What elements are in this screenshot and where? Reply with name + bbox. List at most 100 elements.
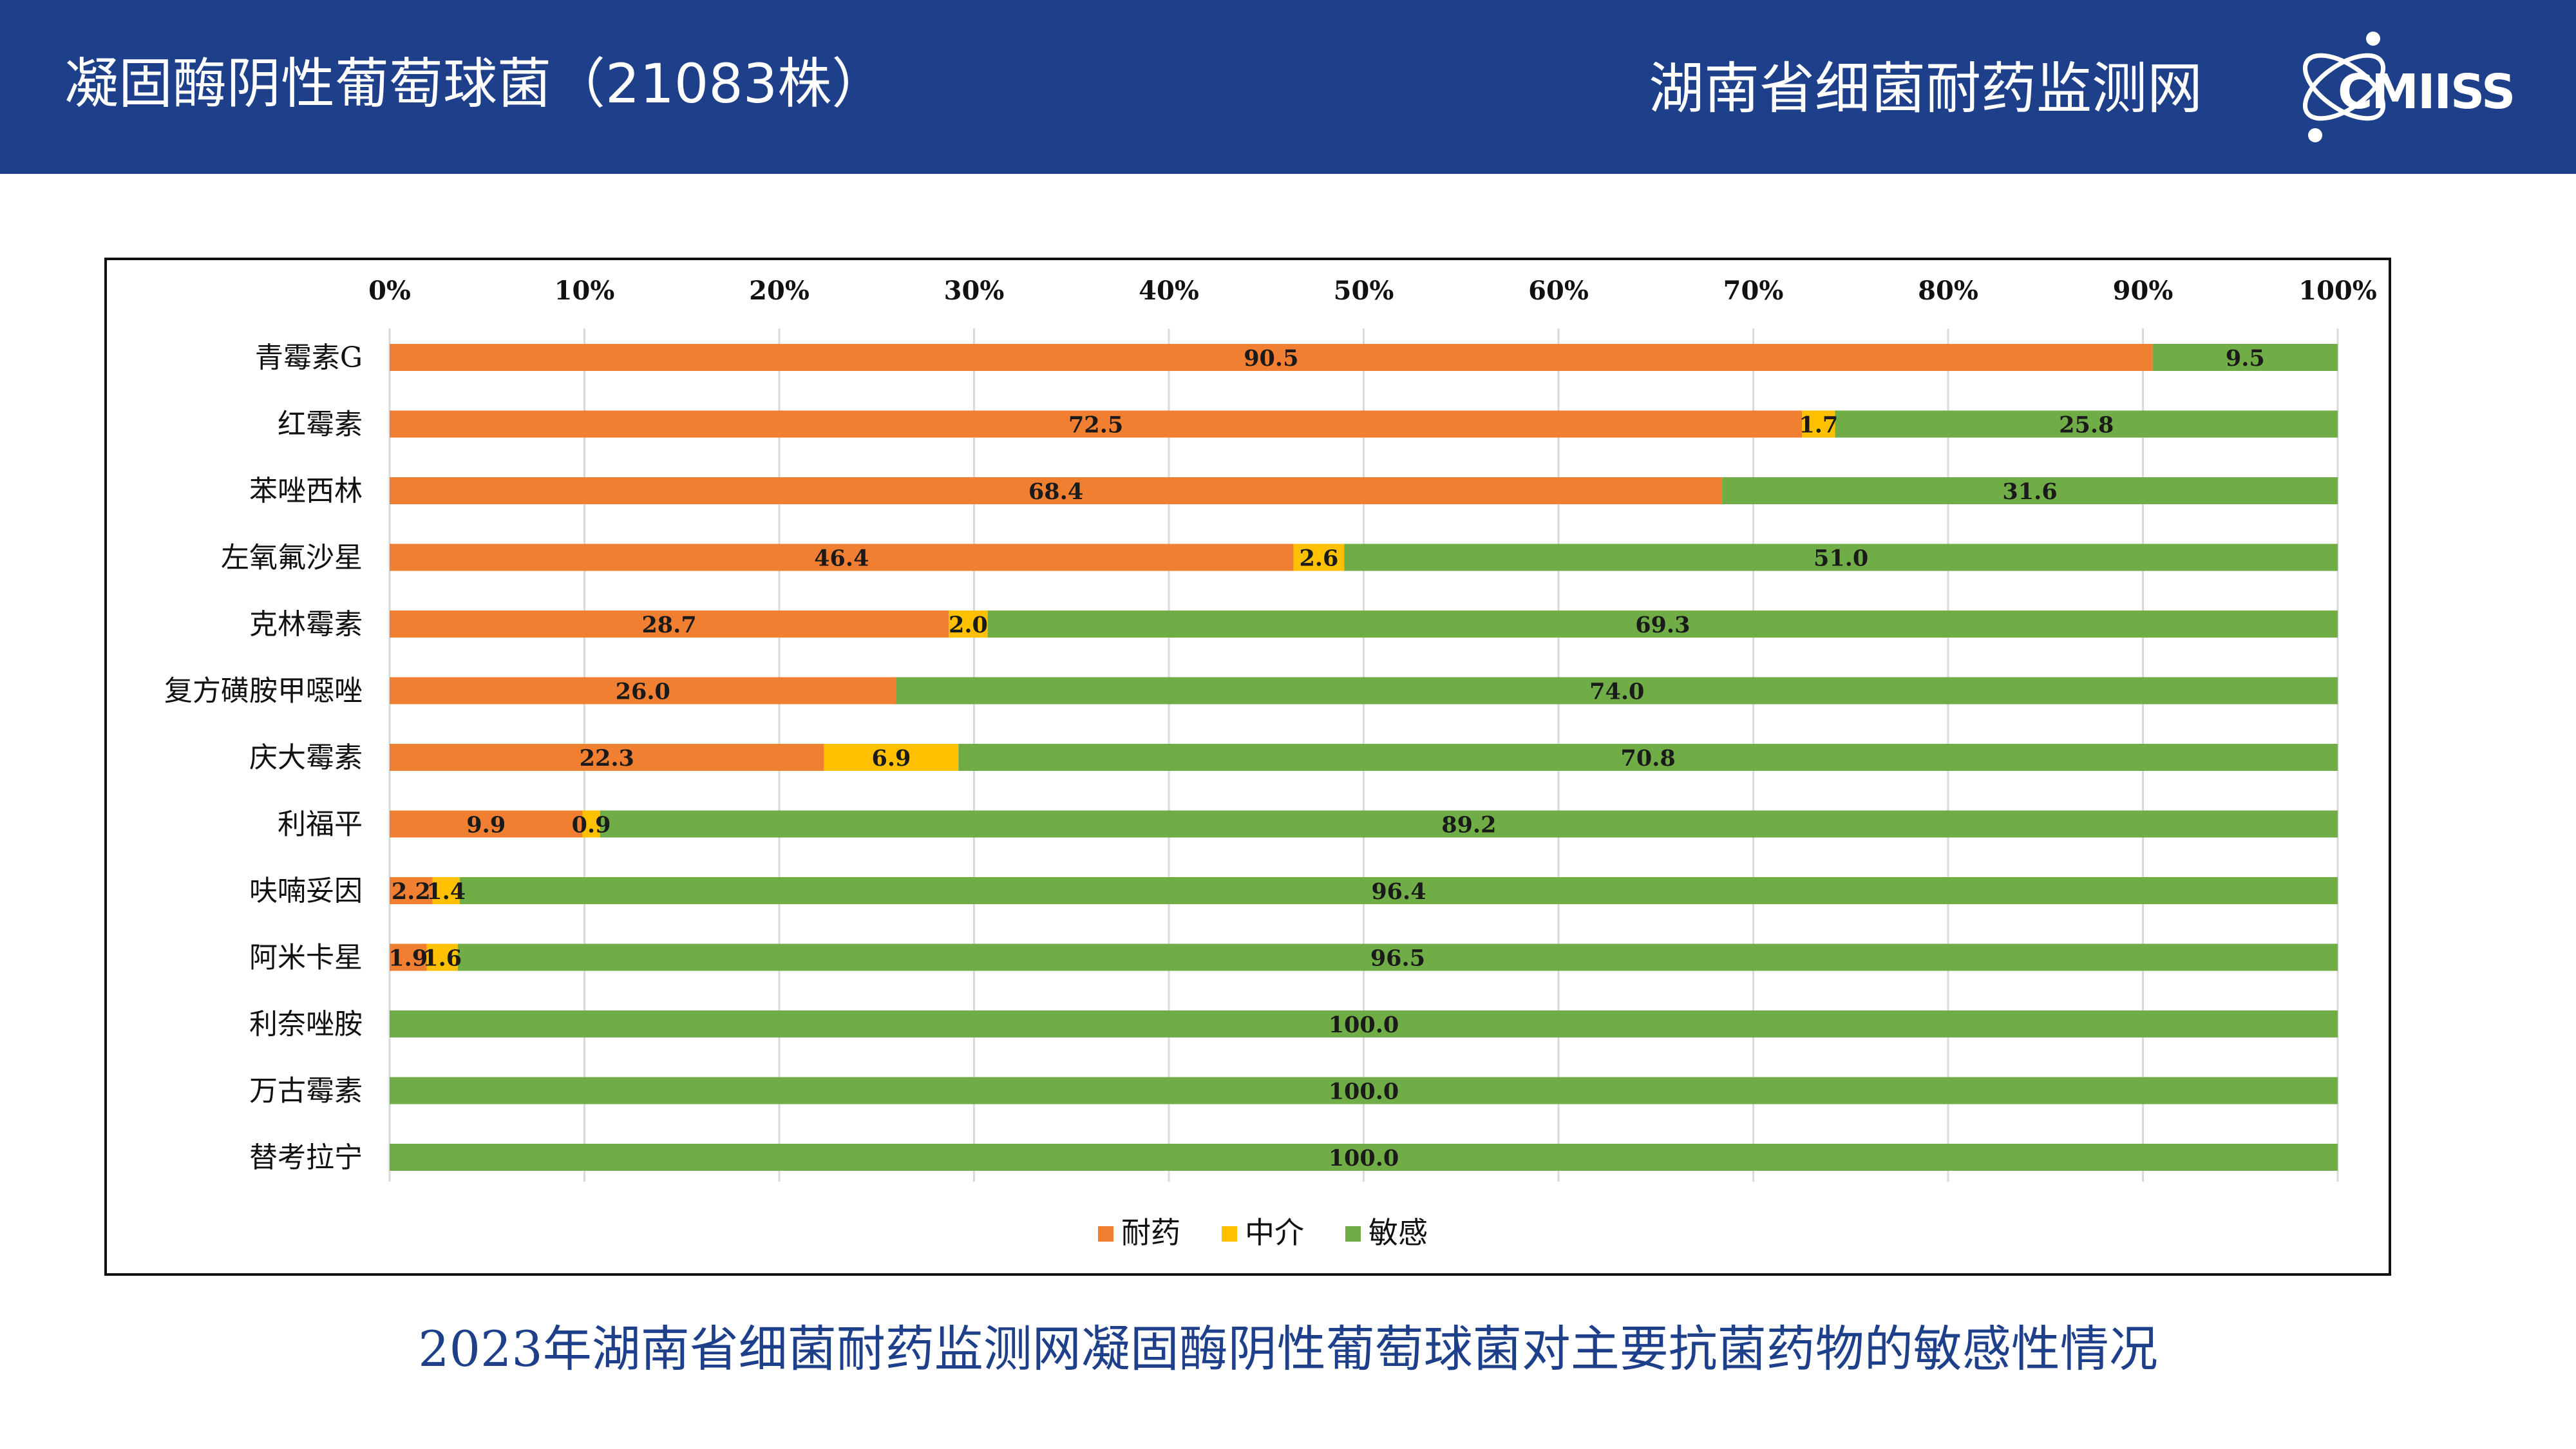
data-label: 69.3 xyxy=(1635,612,1690,638)
category-label: 苯唑西林 xyxy=(249,475,363,507)
bar-segment xyxy=(1722,477,2338,504)
data-label: 72.5 xyxy=(1068,412,1123,439)
data-label: 2.2 xyxy=(392,878,431,905)
x-tick-label: 40% xyxy=(1139,276,1199,306)
x-tick-label: 60% xyxy=(1528,276,1589,306)
x-tick-label: 100% xyxy=(2298,276,2377,306)
bar-segment xyxy=(1802,410,1835,438)
data-label: 100.0 xyxy=(1329,1012,1399,1038)
chart-caption: 2023年湖南省细菌耐药监测网凝固酶阴性葡萄球菌对主要抗菌药物的敏感性情况 xyxy=(418,1320,2158,1378)
data-label: 26.0 xyxy=(616,679,670,705)
legend: 耐药 中介 敏感 xyxy=(1098,1215,1428,1250)
bar-segment xyxy=(390,877,433,904)
category-label: 红霉素 xyxy=(278,408,363,441)
x-tick-label: 0% xyxy=(368,276,411,306)
category-label: 左氧氟沙星 xyxy=(221,542,363,574)
data-label: 0.9 xyxy=(572,812,611,838)
bar-segment xyxy=(600,810,2338,838)
data-label: 89.2 xyxy=(1441,812,1496,838)
legend-swatch xyxy=(1345,1226,1361,1242)
bar-segment xyxy=(390,810,583,838)
bar-segment xyxy=(1344,544,2338,571)
data-label: 90.5 xyxy=(1244,345,1298,372)
x-tick-label: 20% xyxy=(749,276,810,306)
data-label: 46.4 xyxy=(814,545,869,572)
bar-segment xyxy=(390,344,2153,371)
x-tick-label: 80% xyxy=(1918,276,1978,306)
atom-orbit-icon xyxy=(2302,32,2386,142)
bar-segment xyxy=(459,877,2338,904)
bar-segment xyxy=(987,611,2338,638)
bars xyxy=(390,344,2338,1171)
data-label: 74.0 xyxy=(1589,679,1644,705)
legend-label: 耐药 xyxy=(1121,1215,1180,1250)
data-label: 1.9 xyxy=(388,945,428,972)
data-label: 28.7 xyxy=(641,612,696,638)
bar-segment xyxy=(896,677,2338,705)
data-label: 68.4 xyxy=(1028,478,1083,505)
data-label: 1.6 xyxy=(422,945,462,972)
data-label: 51.0 xyxy=(1814,545,1868,572)
bar-segment xyxy=(390,410,1803,438)
page-title: 凝固酶阴性葡萄球菌（21083株） xyxy=(64,52,886,115)
bar-segment xyxy=(432,877,460,904)
bar-segment xyxy=(390,744,824,771)
x-tick-label: 50% xyxy=(1334,276,1394,306)
category-label: 复方磺胺甲噁唑 xyxy=(164,675,363,708)
data-labels: 90.5 9.5 72.5 1.7 25.8 68.4 31.6 46.4 2.6 51.0 28.… xyxy=(388,345,2264,1171)
cmiiss-logo: CMIISS xyxy=(2289,26,2515,148)
data-label: 96.4 xyxy=(1371,878,1426,905)
bar-segment xyxy=(1293,544,1345,571)
data-label: 25.8 xyxy=(2059,412,2114,439)
data-label: 2.0 xyxy=(949,612,988,638)
bar-segment xyxy=(390,943,427,971)
data-label: 1.4 xyxy=(426,878,466,905)
bar-segment xyxy=(390,611,949,638)
legend-swatch xyxy=(1222,1226,1237,1242)
data-label: 100.0 xyxy=(1329,1079,1399,1105)
logo-text: CMIISS xyxy=(2338,64,2515,120)
data-label: 100.0 xyxy=(1329,1145,1399,1171)
category-label: 利福平 xyxy=(278,808,363,841)
data-label: 9.9 xyxy=(466,812,506,838)
bar-segment xyxy=(390,677,896,705)
data-label: 22.3 xyxy=(580,745,634,772)
bar-segment xyxy=(949,611,988,638)
data-label: 96.5 xyxy=(1370,945,1425,972)
data-label: 31.6 xyxy=(2002,478,2057,505)
category-labels: 青霉素G 红霉素苯唑西林左氧氟沙星克林霉素复方磺胺甲噁唑庆大霉素利福平呋喃妥因阿米… xyxy=(164,341,363,1174)
bar-segment xyxy=(426,943,458,971)
x-tick-label: 30% xyxy=(944,276,1005,306)
bar-segment xyxy=(390,1077,2338,1104)
bar-segment xyxy=(1835,410,2338,438)
data-label: 6.9 xyxy=(871,745,911,772)
x-tick-label: 90% xyxy=(2113,276,2174,306)
bar-segment xyxy=(958,744,2338,771)
bar-segment xyxy=(824,744,959,771)
category-label: 替考拉宁 xyxy=(249,1141,363,1174)
bar-segment xyxy=(390,1010,2338,1037)
bar-segment xyxy=(390,544,1294,571)
x-axis-ticks: 0% 10% 20% 30% 40% 50% 60% 70% 80% 90% 100% xyxy=(368,276,2377,306)
bar-segment xyxy=(390,477,1723,504)
header-bar: 凝固酶阴性葡萄球菌（21083株） 湖南省细菌耐药监测网 CMIISS xyxy=(0,0,2576,174)
category-label: 青霉素G xyxy=(255,341,363,374)
category-label: 阿米卡星 xyxy=(249,942,363,974)
bar-segment xyxy=(2152,344,2338,371)
legend-swatch xyxy=(1098,1226,1113,1242)
x-tick-label: 70% xyxy=(1723,276,1784,306)
category-label: 庆大霉素 xyxy=(249,741,363,774)
x-tick-label: 10% xyxy=(554,276,615,306)
category-label: 呋喃妥因 xyxy=(249,875,363,907)
category-label: 克林霉素 xyxy=(249,608,363,641)
category-label: 万古霉素 xyxy=(249,1075,363,1108)
data-label: 70.8 xyxy=(1621,745,1676,772)
legend-label: 中介 xyxy=(1245,1215,1304,1250)
data-label: 1.7 xyxy=(1799,412,1838,439)
category-label: 利奈唑胺 xyxy=(249,1008,363,1041)
bar-segment xyxy=(457,943,2338,971)
bar-segment xyxy=(390,1144,2338,1171)
data-label: 2.6 xyxy=(1299,545,1338,572)
data-label: 9.5 xyxy=(2226,345,2265,372)
